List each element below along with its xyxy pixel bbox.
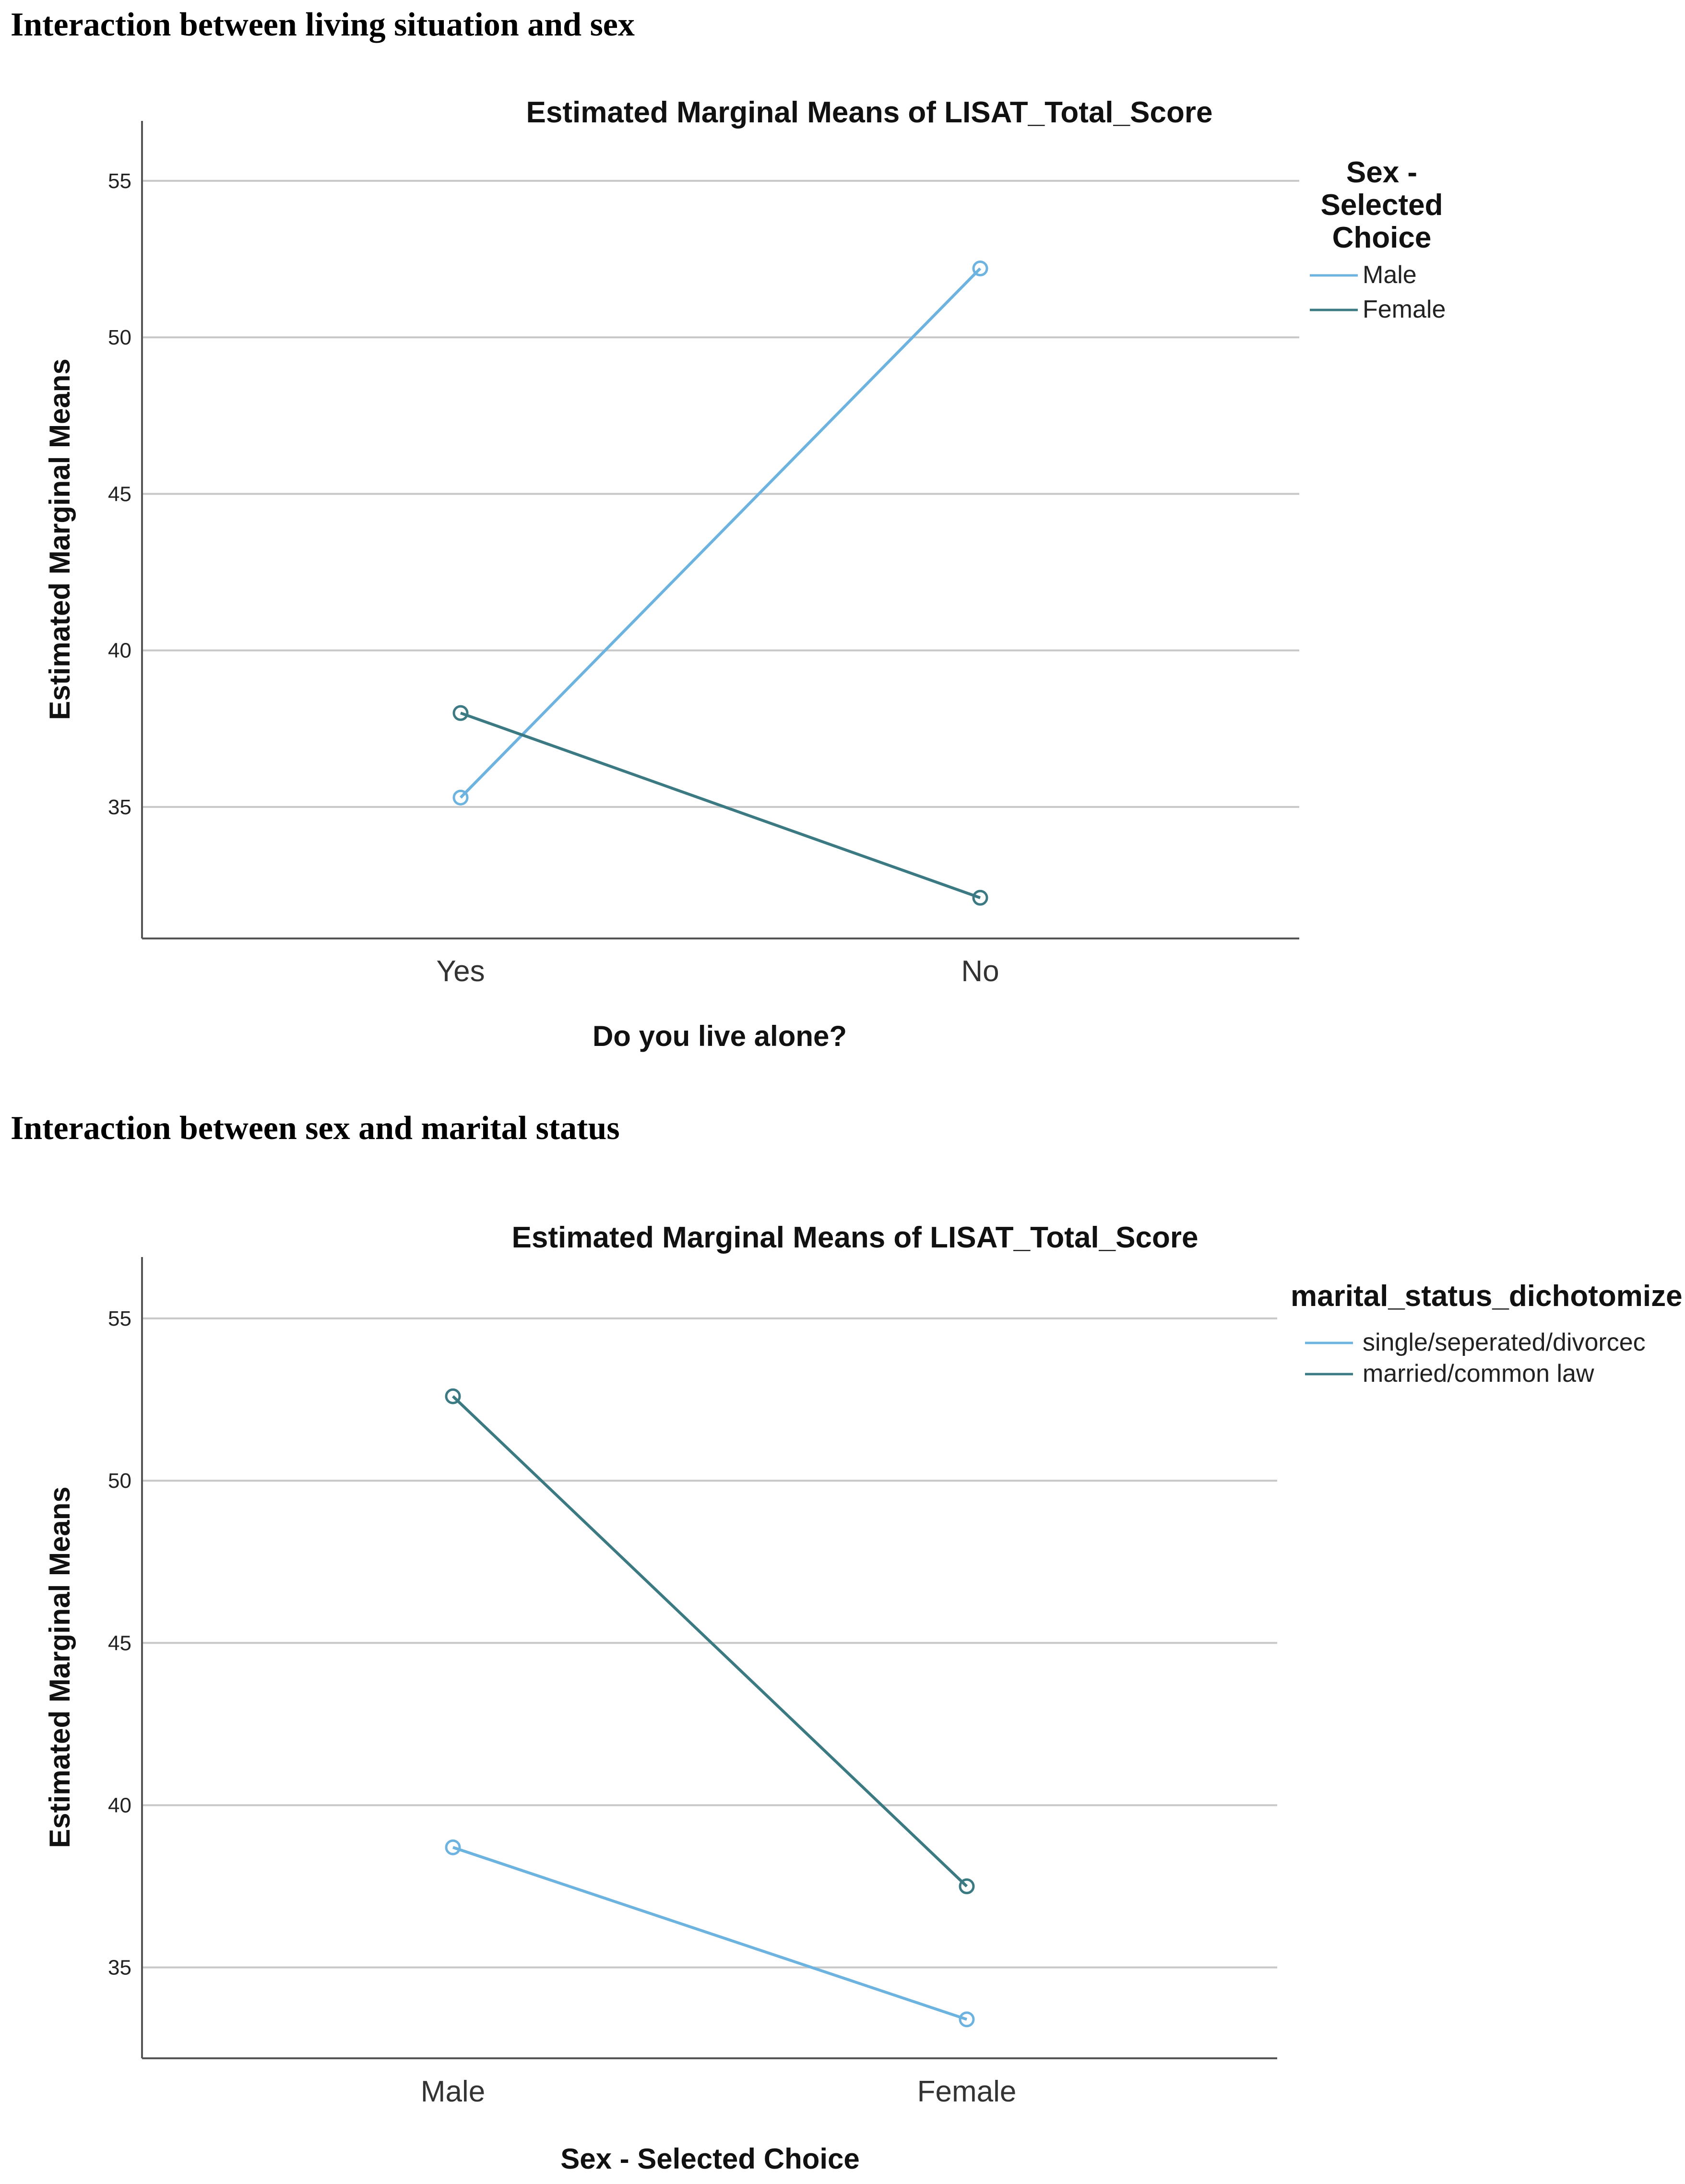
data-point-female-yes	[452, 705, 469, 721]
y-tick-label: 55	[108, 1307, 131, 1330]
chart-title: Estimated Marginal Means of LISAT_Total_…	[526, 96, 1213, 129]
x-tick-label-no: No	[961, 955, 999, 988]
data-point-married-common-law-male	[445, 1388, 461, 1404]
series-line-female	[460, 712, 981, 899]
legend-title: Choice	[1332, 221, 1432, 254]
chart-sex-marital-status: 35 40 45 50 55 Estimated Marginal Means of LI…	[44, 1221, 1683, 2175]
data-point-male-yes	[452, 789, 469, 806]
chart-title: Estimated Marginal Means of LISAT_Total_…	[512, 1221, 1198, 1254]
y-tick-label: 40	[108, 1793, 131, 1817]
y-tick-label: 35	[108, 1956, 131, 1980]
x-tick-label-yes: Yes	[436, 955, 485, 988]
series-line-male	[459, 267, 982, 799]
series-line-married-common-law	[451, 1395, 968, 1887]
legend-title: Sex -	[1346, 156, 1417, 189]
y-tick-label: 50	[108, 326, 131, 349]
y-tick-label: 45	[108, 482, 131, 506]
legend-title: Selected	[1320, 189, 1443, 222]
legend-label-married-common-law: married/common law	[1363, 1360, 1594, 1388]
y-tick-label: 35	[108, 795, 131, 819]
y-tick-label: 40	[108, 639, 131, 663]
x-axis-label: Sex - Selected Choice	[560, 2143, 860, 2175]
y-tick-label: 55	[108, 169, 131, 193]
y-tick-label: 45	[108, 1631, 131, 1655]
x-axis-label: Do you live alone?	[593, 1020, 847, 1052]
series-line-single-seperated-divorcec	[452, 1846, 967, 2021]
y-axis-label: Estimated Marginal Means	[44, 1486, 76, 1848]
legend-label-male: Male	[1363, 261, 1417, 289]
legend-title: marital_status_dichotomize	[1291, 1280, 1683, 1313]
data-point-married-common-law-female	[959, 1878, 975, 1895]
section-heading-living-situation: Interaction between living situation and…	[11, 6, 635, 43]
x-tick-label-male: Male	[421, 2075, 485, 2108]
data-point-single-seperated-divorcec-female	[959, 2011, 975, 2028]
legend-label-female: Female	[1363, 296, 1446, 323]
section-heading-marital-status: Interaction between sex and marital stat…	[11, 1110, 620, 1147]
y-axis-label: Estimated Marginal Means	[44, 358, 76, 720]
data-point-female-no	[972, 890, 988, 906]
x-tick-label-female: Female	[917, 2075, 1017, 2108]
chart-living-situation-sex: 35 40 45 50 55 Estimated Marginal Means of LI…	[44, 96, 1446, 1052]
y-tick-label: 50	[108, 1469, 131, 1493]
data-point-male-no	[972, 261, 988, 277]
legend-label-single-seperated-divorcec: single/seperated/divorcec	[1363, 1329, 1646, 1356]
data-point-single-seperated-divorcec-male	[445, 1839, 461, 1855]
